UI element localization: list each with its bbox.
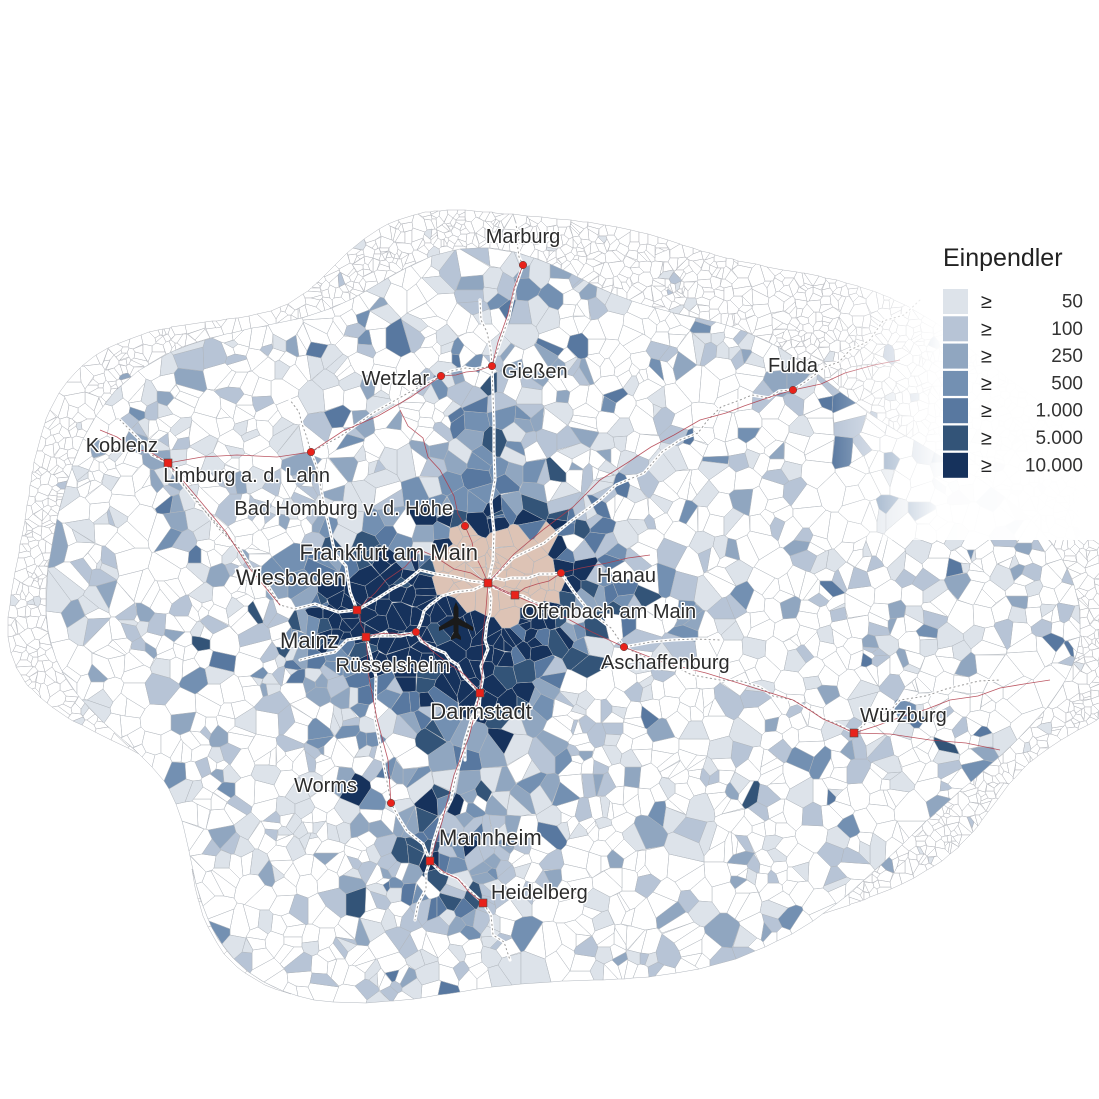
svg-text:Bad Homburg v. d. Höhe: Bad Homburg v. d. Höhe (234, 498, 453, 520)
svg-text:Limburg a. d. Lahn: Limburg a. d. Lahn (163, 465, 330, 487)
svg-text:Offenbach am Main: Offenbach am Main (522, 601, 696, 623)
svg-text:Frankfurt am Main: Frankfurt am Main (300, 540, 479, 565)
svg-text:Fulda: Fulda (768, 355, 819, 377)
svg-text:500: 500 (1051, 373, 1083, 394)
svg-text:100: 100 (1051, 319, 1083, 340)
svg-text:10.000: 10.000 (1025, 455, 1083, 476)
svg-text:≥: ≥ (981, 428, 992, 450)
svg-text:Heidelberg: Heidelberg (491, 882, 588, 904)
svg-text:1.000: 1.000 (1035, 401, 1083, 422)
svg-text:Wiesbaden: Wiesbaden (236, 565, 346, 590)
svg-text:Wetzlar: Wetzlar (362, 368, 430, 390)
svg-text:Würzburg: Würzburg (860, 705, 947, 727)
svg-text:Aschaffenburg: Aschaffenburg (601, 652, 730, 674)
svg-text:≥: ≥ (981, 318, 992, 340)
svg-text:≥: ≥ (981, 291, 992, 313)
svg-text:Hanau: Hanau (597, 565, 656, 587)
svg-text:≥: ≥ (981, 400, 992, 422)
svg-text:Marburg: Marburg (486, 226, 560, 248)
svg-text:250: 250 (1051, 346, 1083, 367)
svg-text:≥: ≥ (981, 373, 992, 395)
svg-text:≥: ≥ (981, 346, 992, 368)
svg-text:50: 50 (1062, 292, 1083, 313)
svg-text:Rüsselsheim: Rüsselsheim (336, 655, 450, 677)
svg-text:Einpendler: Einpendler (943, 244, 1063, 272)
svg-text:Mainz: Mainz (280, 628, 339, 653)
svg-text:Mannheim: Mannheim (439, 825, 542, 850)
svg-text:Darmstadt: Darmstadt (430, 699, 531, 724)
svg-text:5.000: 5.000 (1035, 428, 1083, 449)
svg-text:≥: ≥ (981, 455, 992, 477)
svg-text:Worms: Worms (294, 775, 357, 797)
svg-text:Koblenz: Koblenz (86, 435, 158, 457)
svg-text:Gießen: Gießen (502, 361, 568, 383)
